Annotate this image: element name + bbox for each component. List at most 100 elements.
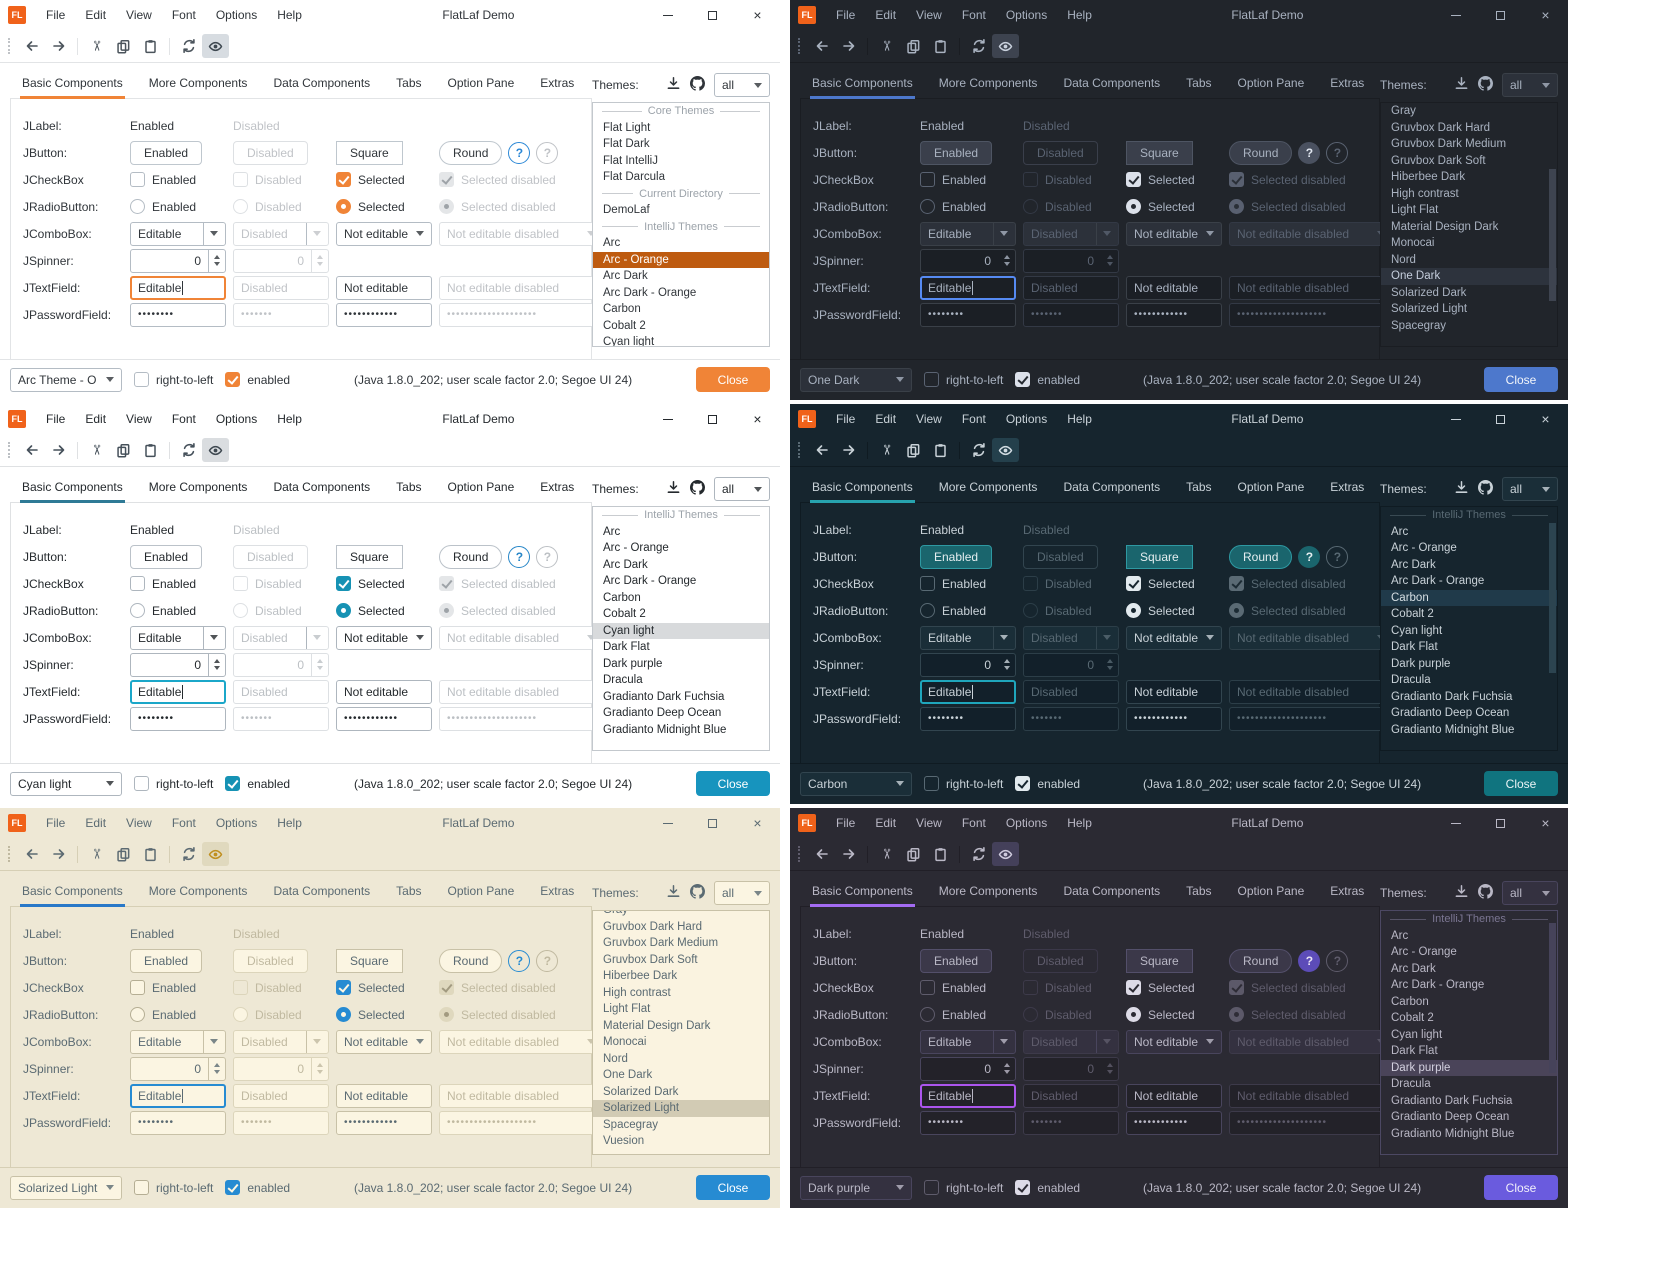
paste-icon[interactable] xyxy=(927,34,954,58)
checkbox[interactable]: Enabled xyxy=(130,576,196,591)
theme-list-item-flat-light[interactable]: Flat Light xyxy=(603,121,651,134)
theme-list-item-gruvbox-dark-hard[interactable]: Gruvbox Dark Hard xyxy=(1391,121,1491,134)
menu-edit[interactable]: Edit xyxy=(875,8,897,22)
theme-list-item-light-flat[interactable]: Light Flat xyxy=(1391,204,1439,216)
close-window-button[interactable]: × xyxy=(735,808,780,838)
editable-textfield[interactable]: Editable xyxy=(130,275,226,300)
theme-list-item-cyan-light[interactable]: Cyan light xyxy=(1391,1028,1443,1041)
show-eye-icon[interactable] xyxy=(202,438,229,462)
disabled-combobox[interactable]: Disabled xyxy=(233,221,329,246)
menu-help[interactable]: Help xyxy=(1067,8,1092,22)
radio-button[interactable]: Selected disabled xyxy=(1229,603,1346,618)
not-editable-disabled-textfield[interactable]: Not editable disabled xyxy=(1229,679,1393,704)
cut-icon[interactable]: ✂ xyxy=(88,40,105,52)
github-icon[interactable] xyxy=(1478,76,1493,94)
close-window-button[interactable]: × xyxy=(1523,404,1568,434)
not-editable-disabled-textfield[interactable]: Not editable disabled xyxy=(1229,1083,1393,1108)
show-eye-icon[interactable] xyxy=(202,842,229,866)
forward-icon[interactable] xyxy=(835,842,862,866)
theme-list-item-gradianto-midnight-blue[interactable]: Gradianto Midnight Blue xyxy=(1391,1127,1515,1140)
theme-list-item-gruvbox-dark-soft[interactable]: Gruvbox Dark Soft xyxy=(1391,154,1486,167)
not-editable-disabled-combobox[interactable]: Not editable disabled xyxy=(439,1029,603,1054)
minimize-button[interactable] xyxy=(645,0,690,30)
editable-combobox[interactable]: Editable xyxy=(920,221,1016,246)
close-window-button[interactable]: × xyxy=(735,0,780,30)
theme-list-item-gray[interactable]: Gray xyxy=(1391,105,1416,117)
editable-combobox[interactable]: Editable xyxy=(130,625,226,650)
theme-list-item-solarized-light[interactable]: Solarized Light xyxy=(1391,303,1468,315)
theme-list-item-gruvbox-dark-medium[interactable]: Gruvbox Dark Medium xyxy=(1391,138,1507,150)
copy-icon[interactable] xyxy=(110,438,137,462)
checkbox[interactable]: Enabled xyxy=(130,980,196,995)
spinner-arrows-icon[interactable] xyxy=(1101,250,1118,272)
not-editable-combobox[interactable]: Not editable xyxy=(1126,221,1222,246)
tab-basic-components[interactable]: Basic Components xyxy=(20,76,125,99)
theme-list-item-spacegray[interactable]: Spacegray xyxy=(1391,319,1446,332)
password-field[interactable]: •••••••• xyxy=(920,1110,1016,1135)
radio-button[interactable]: Selected disabled xyxy=(1229,199,1346,214)
password-field-not-editable-disabled[interactable]: •••••••••••••••••••• xyxy=(1229,706,1393,731)
checkbox[interactable]: Enabled xyxy=(130,172,196,187)
theme-list-item-nord[interactable]: Nord xyxy=(603,1052,628,1065)
checkbox[interactable]: Selected disabled xyxy=(439,576,556,591)
disabled-combobox[interactable]: Disabled xyxy=(233,1029,329,1054)
not-editable-textfield[interactable]: Not editable xyxy=(336,1083,432,1108)
maximize-button[interactable] xyxy=(690,0,735,30)
back-icon[interactable] xyxy=(808,34,835,58)
github-icon[interactable] xyxy=(690,480,705,498)
editable-combobox[interactable]: Editable xyxy=(920,1029,1016,1054)
tab-tabs[interactable]: Tabs xyxy=(396,884,422,898)
spinner-arrows-icon[interactable] xyxy=(311,1057,328,1080)
refresh-icon[interactable] xyxy=(965,438,992,462)
editable-textfield[interactable]: Editable xyxy=(920,1083,1016,1108)
theme-list-item-dracula[interactable]: Dracula xyxy=(1391,674,1431,686)
theme-filter-combobox[interactable]: all xyxy=(714,73,770,97)
checkbox[interactable]: Disabled xyxy=(233,576,302,591)
show-eye-icon[interactable] xyxy=(992,438,1019,462)
toolbar-grip[interactable] xyxy=(798,38,800,54)
theme-list-item-carbon[interactable]: Carbon xyxy=(603,303,641,315)
menu-view[interactable]: View xyxy=(916,816,942,830)
disabled-textfield[interactable]: Disabled xyxy=(233,275,329,300)
scrollbar-thumb[interactable] xyxy=(1549,923,1556,1073)
menu-options[interactable]: Options xyxy=(1005,816,1048,830)
square-button[interactable]: Square xyxy=(1126,544,1193,569)
password-field-disabled[interactable]: ••••••• xyxy=(1023,706,1119,731)
disabled-textfield[interactable]: Disabled xyxy=(1023,275,1119,300)
radio-button[interactable]: Selected xyxy=(1126,1007,1195,1022)
not-editable-disabled-combobox[interactable]: Not editable disabled xyxy=(1229,221,1393,246)
theme-list-item-demolaf[interactable]: DemoLaf xyxy=(603,204,650,216)
spinner[interactable]: 0 xyxy=(1023,1056,1119,1081)
theme-list-item-carbon[interactable]: Carbon xyxy=(1381,589,1557,606)
theme-list-item-gradianto-dark-fuchsia[interactable]: Gradianto Dark Fuchsia xyxy=(1391,1094,1513,1107)
theme-list-item-cobalt-2[interactable]: Cobalt 2 xyxy=(603,608,646,620)
close-button[interactable]: Close xyxy=(1484,367,1558,392)
enabled-checkbox[interactable]: enabled xyxy=(1015,776,1080,791)
copy-icon[interactable] xyxy=(900,842,927,866)
help-icon[interactable]: ? xyxy=(508,949,531,972)
not-editable-combobox[interactable]: Not editable xyxy=(336,625,432,650)
disabled-button[interactable]: Disabled xyxy=(1023,140,1098,165)
password-field-not-editable-disabled[interactable]: •••••••••••••••••••• xyxy=(439,1110,603,1135)
right-to-left-checkbox[interactable]: right-to-left xyxy=(134,776,213,791)
menu-file[interactable]: File xyxy=(46,8,66,22)
menu-help[interactable]: Help xyxy=(1067,816,1092,830)
radio-button[interactable]: Enabled xyxy=(920,1007,986,1022)
menu-options[interactable]: Options xyxy=(215,816,258,830)
forward-icon[interactable] xyxy=(835,438,862,462)
radio-button[interactable]: Selected xyxy=(336,1007,405,1022)
github-icon[interactable] xyxy=(1478,480,1493,498)
menu-edit[interactable]: Edit xyxy=(85,412,107,426)
minimize-button[interactable] xyxy=(645,808,690,838)
right-to-left-checkbox[interactable]: right-to-left xyxy=(924,776,1003,791)
right-to-left-checkbox[interactable]: right-to-left xyxy=(134,1180,213,1195)
tab-more-components[interactable]: More Components xyxy=(148,76,248,90)
tab-basic-components[interactable]: Basic Components xyxy=(810,480,915,503)
tab-option-pane[interactable]: Option Pane xyxy=(447,480,515,494)
not-editable-combobox[interactable]: Not editable xyxy=(1126,625,1222,650)
password-field-not-editable[interactable]: •••••••••••• xyxy=(1126,302,1222,327)
disabled-combobox[interactable]: Disabled xyxy=(1023,221,1119,246)
enabled-button[interactable]: Enabled xyxy=(920,948,993,973)
radio-button[interactable]: Selected disabled xyxy=(439,1007,556,1022)
download-icon[interactable] xyxy=(1454,480,1469,498)
